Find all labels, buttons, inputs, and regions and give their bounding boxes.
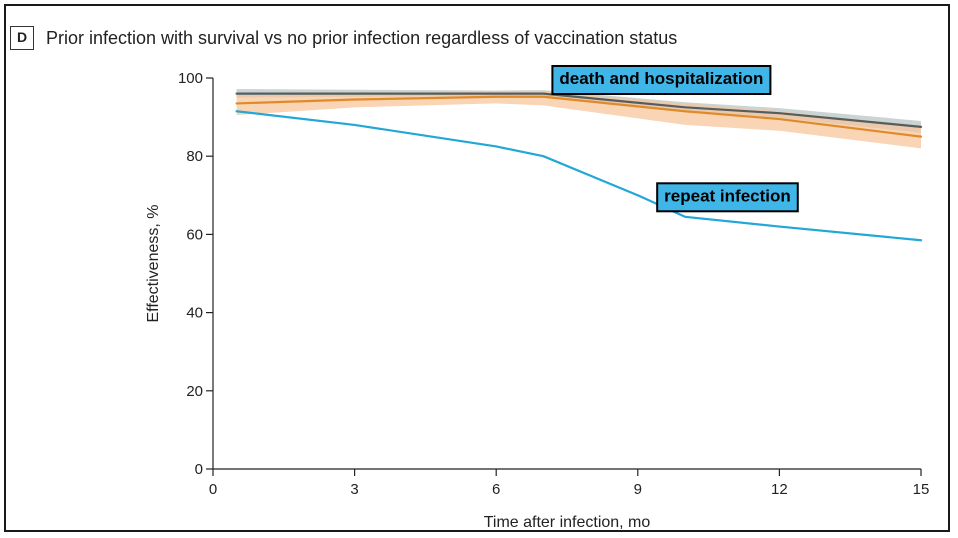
series-1-line: [235, 92, 923, 128]
series-2-line: [235, 95, 923, 138]
callout-label: death and hospitalization: [559, 69, 763, 88]
x-axis-title: Time after infection, mo: [484, 514, 651, 531]
y-tick-label: 20: [186, 383, 203, 400]
x-tick-label: 6: [492, 481, 500, 498]
callout-2: repeat infection: [656, 182, 799, 213]
series-3-line: [235, 110, 923, 242]
x-tick-label: 9: [634, 481, 642, 498]
x-tick-label: 3: [350, 481, 358, 498]
callouts: death and hospitalization repeat infectio…: [551, 65, 799, 213]
callout-label: repeat infection: [664, 186, 791, 205]
axes: 0 20 40 60 80 100 0 3 6 9 12 15 Time after infection…: [145, 70, 929, 531]
callout-box: [551, 65, 772, 95]
callout-box: [656, 182, 799, 213]
panel-title: Prior infection with survival vs no prio…: [46, 28, 678, 48]
y-axis-title: Effectiveness, %: [145, 205, 162, 323]
panel-letter: D: [10, 26, 34, 50]
y-tick-label: 80: [186, 148, 203, 165]
y-tick-label: 40: [186, 305, 203, 322]
series-lines: [235, 92, 923, 242]
y-tick-label: 60: [186, 226, 203, 243]
y-tick-label: 0: [195, 461, 203, 478]
callout-1: death and hospitalization: [551, 65, 772, 95]
y-tick-label: 100: [178, 70, 203, 87]
x-tick-label: 15: [913, 481, 930, 498]
x-tick-label: 0: [209, 481, 217, 498]
x-tick-label: 12: [771, 481, 788, 498]
